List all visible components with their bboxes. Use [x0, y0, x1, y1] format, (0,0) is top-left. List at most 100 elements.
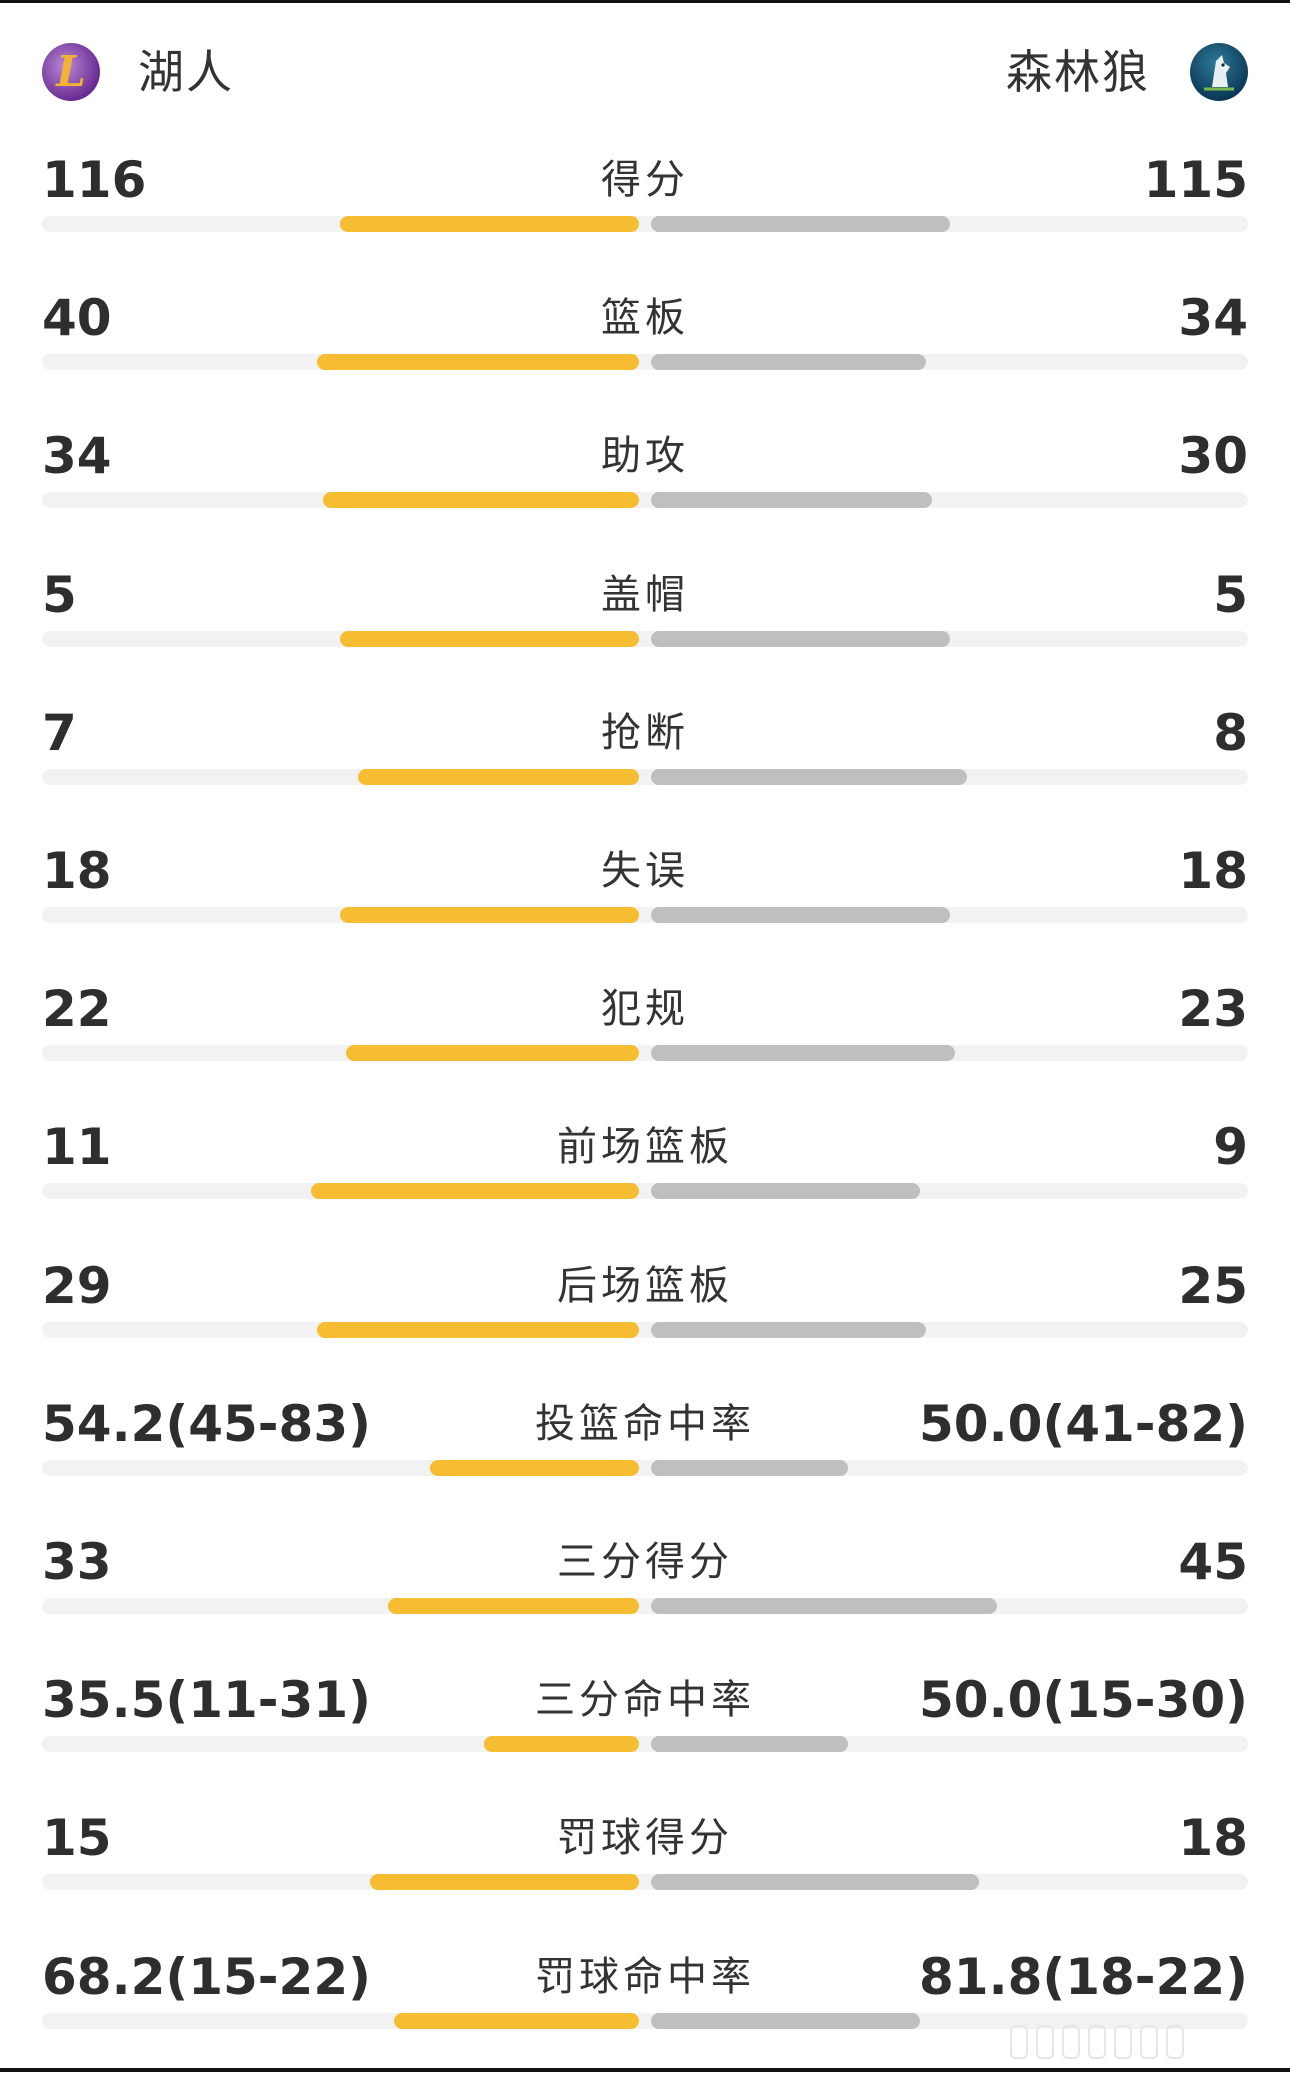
home-stat-value: 29 [42, 1257, 112, 1315]
watermark [1010, 2025, 1260, 2065]
home-stat-bar [340, 631, 639, 647]
stat-row: 22 犯规 23 [0, 973, 1290, 1111]
away-stat-value: 81.8(18-22) [919, 1948, 1248, 2006]
stat-bar-track [42, 1874, 1248, 1890]
away-stat-value: 30 [1178, 427, 1248, 485]
stat-row: 35.5(11-31) 三分命中率 50.0(15-30) [0, 1664, 1290, 1802]
stat-row: 29 后场篮板 25 [0, 1250, 1290, 1388]
home-stat-value: 33 [42, 1533, 112, 1591]
stat-label: 抢断 [601, 710, 689, 756]
away-stat-bar [651, 1598, 997, 1614]
away-stat-value: 23 [1178, 980, 1248, 1038]
stat-bar-track [42, 769, 1248, 785]
stat-row: 11 前场篮板 9 [0, 1111, 1290, 1249]
away-stat-value: 50.0(15-30) [919, 1671, 1248, 1729]
home-stat-bar [317, 1322, 639, 1338]
home-stat-bar [323, 492, 639, 508]
home-stat-bar [340, 216, 639, 232]
home-stat-bar [484, 1736, 639, 1752]
stat-row: 5 盖帽 5 [0, 559, 1290, 697]
home-stat-value: 68.2(15-22) [42, 1948, 371, 2006]
home-stat-bar [358, 769, 639, 785]
stat-label: 前场篮板 [557, 1124, 733, 1170]
stat-label: 盖帽 [601, 572, 689, 618]
home-stat-value: 35.5(11-31) [42, 1671, 371, 1729]
stat-row: 18 失误 18 [0, 835, 1290, 973]
home-stat-bar [370, 1874, 639, 1890]
stat-row: 7 抢断 8 [0, 697, 1290, 835]
stat-row: 54.2(45-83) 投篮命中率 50.0(41-82) [0, 1388, 1290, 1526]
stat-row: 33 三分得分 45 [0, 1526, 1290, 1664]
stat-row: 34 助攻 30 [0, 420, 1290, 558]
team-header: L 湖人 森林狼 [0, 0, 1290, 150]
away-stat-bar [651, 1874, 979, 1890]
away-stat-value: 34 [1178, 289, 1248, 347]
away-stat-bar [651, 354, 926, 370]
home-stat-value: 15 [42, 1809, 112, 1867]
away-stat-bar [651, 1183, 920, 1199]
stat-label: 罚球命中率 [535, 1954, 755, 2000]
stat-bar-track [42, 2013, 1248, 2029]
away-stat-bar [651, 1322, 926, 1338]
away-stat-bar [651, 1045, 955, 1061]
stat-row: 15 罚球得分 18 [0, 1802, 1290, 1940]
home-stat-bar [317, 354, 639, 370]
home-stat-bar [311, 1183, 639, 1199]
away-stat-value: 5 [1213, 566, 1248, 624]
stat-label: 犯规 [601, 986, 689, 1032]
stat-bar-track [42, 1736, 1248, 1752]
away-stat-bar [651, 1736, 848, 1752]
away-stat-bar [651, 216, 950, 232]
home-stat-bar [430, 1460, 639, 1476]
away-stat-bar [651, 631, 950, 647]
stat-label: 投篮命中率 [535, 1401, 755, 1447]
away-stat-value: 115 [1143, 151, 1248, 209]
home-stat-value: 54.2(45-83) [42, 1395, 371, 1453]
home-team-name: 湖人 [138, 45, 234, 99]
away-stat-bar [651, 492, 932, 508]
bottom-border [0, 2068, 1290, 2072]
stat-bar-track [42, 1460, 1248, 1476]
stat-bar-track [42, 1045, 1248, 1061]
stat-row: 68.2(15-22) 罚球命中率 81.8(18-22) [0, 1941, 1290, 2079]
stat-label: 三分得分 [557, 1539, 733, 1585]
away-stat-value: 18 [1178, 1809, 1248, 1867]
top-border [0, 0, 1290, 3]
stat-label: 罚球得分 [557, 1815, 733, 1861]
home-stat-value: 18 [42, 842, 112, 900]
home-stat-value: 34 [42, 427, 112, 485]
stat-row: 116 得分 115 [0, 144, 1290, 282]
stat-row: 40 篮板 34 [0, 282, 1290, 420]
stat-bar-track [42, 216, 1248, 232]
home-stat-value: 22 [42, 980, 112, 1038]
stat-bar-track [42, 1598, 1248, 1614]
stat-label: 后场篮板 [557, 1263, 733, 1309]
stat-bar-track [42, 907, 1248, 923]
home-stat-bar [394, 2013, 639, 2029]
stat-label: 失误 [601, 848, 689, 894]
away-stat-value: 50.0(41-82) [919, 1395, 1248, 1453]
stat-bar-track [42, 354, 1248, 370]
stat-label: 篮板 [601, 295, 689, 341]
home-stat-value: 7 [42, 704, 77, 762]
away-stat-bar [651, 769, 967, 785]
away-stat-value: 25 [1178, 1257, 1248, 1315]
home-stat-value: 5 [42, 566, 77, 624]
stat-label: 三分命中率 [535, 1677, 755, 1723]
stat-bar-track [42, 1322, 1248, 1338]
away-stat-bar [651, 1460, 848, 1476]
stat-bar-track [42, 492, 1248, 508]
stat-bar-track [42, 1183, 1248, 1199]
home-stat-value: 11 [42, 1118, 112, 1176]
home-stat-value: 40 [42, 289, 112, 347]
away-stat-value: 18 [1178, 842, 1248, 900]
home-stat-bar [346, 1045, 639, 1061]
away-stat-bar [651, 2013, 920, 2029]
home-stat-bar [388, 1598, 639, 1614]
home-stat-bar [340, 907, 639, 923]
stat-label: 得分 [601, 157, 689, 203]
away-team-name: 森林狼 [1006, 45, 1150, 99]
lakers-logo-icon: L [42, 43, 100, 101]
home-stat-value: 116 [42, 151, 147, 209]
away-stat-bar [651, 907, 950, 923]
